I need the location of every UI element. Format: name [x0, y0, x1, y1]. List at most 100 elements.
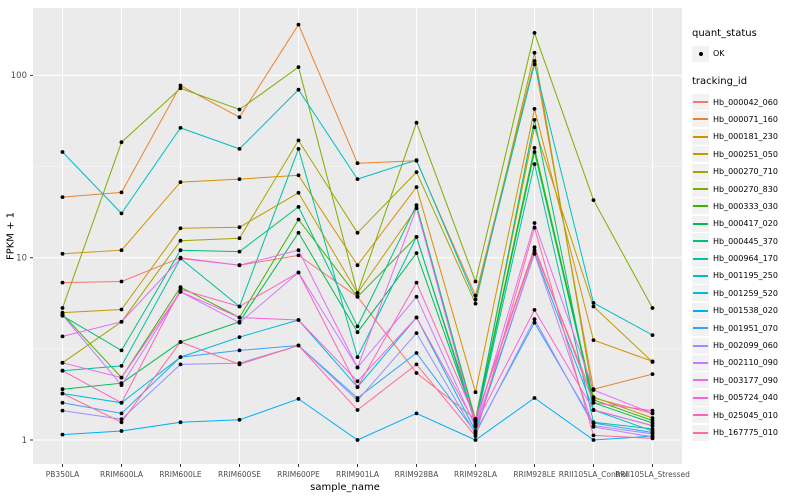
data-point — [414, 120, 419, 125]
data-point — [237, 335, 242, 339]
legend-item: Hb_003177_090 — [692, 372, 800, 389]
legend-line-icon — [692, 128, 709, 145]
data-point — [473, 417, 478, 422]
data-point — [119, 248, 124, 253]
data-point — [591, 198, 596, 203]
data-point — [473, 438, 478, 442]
data-point — [355, 230, 360, 235]
data-point — [178, 86, 183, 91]
data-point — [119, 375, 124, 380]
data-point — [178, 340, 183, 344]
quant-status-legend: quant_status OK — [692, 28, 800, 62]
data-point — [296, 397, 301, 401]
data-point — [414, 170, 419, 175]
data-point — [414, 251, 419, 256]
data-point — [178, 126, 183, 130]
data-point — [650, 411, 655, 416]
data-point — [355, 355, 360, 359]
legend-item: Hb_002110_090 — [692, 354, 800, 371]
x-tick-label: RRII105LA_Stressed — [615, 470, 690, 479]
data-point — [591, 438, 596, 442]
data-point — [532, 146, 537, 150]
legend-item-label: Hb_000042_060 — [713, 97, 778, 107]
data-point — [296, 343, 301, 348]
legend-item-label: Hb_000181_230 — [713, 132, 778, 142]
data-point — [60, 280, 65, 285]
data-point — [296, 138, 301, 143]
data-point — [119, 417, 124, 422]
data-point — [119, 400, 124, 405]
data-point — [532, 118, 537, 122]
legend-item-label: Hb_025045_010 — [713, 410, 778, 420]
data-point — [237, 263, 242, 268]
data-point — [591, 395, 596, 399]
data-point — [355, 398, 360, 403]
data-point — [296, 205, 301, 209]
legend-item-label: Hb_001195_250 — [713, 271, 778, 281]
legend-item-label: OK — [713, 49, 725, 59]
legend-line-icon — [692, 354, 709, 371]
data-point — [355, 438, 360, 442]
data-point — [60, 408, 65, 413]
data-point — [296, 65, 301, 69]
data-point — [650, 333, 655, 337]
data-point — [60, 195, 65, 200]
data-point — [532, 59, 537, 63]
ok-point-icon — [692, 45, 709, 62]
data-point — [591, 408, 596, 412]
data-point — [355, 385, 360, 389]
data-point — [414, 206, 419, 211]
legend: quant_status OK tracking_id Hb_000042_06… — [692, 0, 800, 500]
tracking-id-legend: tracking_id Hb_000042_060 Hb_000071_160 Hb… — [692, 76, 800, 441]
x-tick-label: RRIM600PE — [277, 470, 320, 479]
data-point — [473, 434, 478, 438]
data-point — [355, 330, 360, 335]
data-point — [355, 408, 360, 412]
legend-line-icon — [692, 94, 709, 111]
legend-item-label: Hb_003177_090 — [713, 375, 778, 385]
data-point — [532, 225, 537, 230]
data-point — [178, 287, 183, 292]
data-point — [60, 387, 65, 392]
legend-item-label: Hb_001259_520 — [713, 288, 778, 298]
legend-item-label: Hb_000333_030 — [713, 201, 778, 211]
legend-line-icon — [692, 285, 709, 302]
data-point — [296, 173, 301, 178]
legend-line-icon — [692, 181, 709, 198]
data-point — [355, 161, 360, 166]
data-point — [532, 221, 537, 225]
legend-line-icon — [692, 372, 709, 389]
data-point — [414, 158, 419, 163]
data-point — [296, 248, 301, 253]
legend-item: Hb_000071_160 — [692, 111, 800, 128]
legend-line-icon — [692, 198, 709, 215]
data-point — [237, 417, 242, 422]
x-tick-label: RRIM600SE — [218, 470, 261, 479]
data-point — [296, 87, 301, 92]
legend-item: Hb_000333_030 — [692, 198, 800, 215]
tracking-legend-items: Hb_000042_060 Hb_000071_160 Hb_000181_230 H… — [692, 93, 800, 441]
y-tick-label: 1 — [22, 436, 27, 446]
legend-item-label: Hb_000270_830 — [713, 184, 778, 194]
data-point — [296, 22, 301, 27]
data-point — [591, 433, 596, 438]
data-point — [355, 324, 360, 329]
data-point — [296, 253, 301, 258]
data-point — [119, 140, 124, 145]
data-point — [178, 83, 183, 88]
data-point — [237, 236, 242, 241]
x-tick-label: RRIM928LE — [513, 470, 556, 479]
data-point — [650, 432, 655, 436]
legend-item-label: Hb_000445_370 — [713, 236, 778, 246]
data-point — [414, 294, 419, 299]
legend-item-ok: OK — [692, 45, 800, 62]
legend-item: Hb_000270_830 — [692, 180, 800, 198]
x-tick-label: RRIM928LA — [454, 470, 498, 479]
data-point — [473, 293, 478, 298]
plot-svg: 1 10 100 PB350LA RRIM600LA RRIM600LE RRIM600SE… — [11, 8, 690, 479]
plot-panel: 1 10 100 PB350LA RRIM600LA RRIM600LE RRIM600SE… — [6, 8, 690, 493]
data-point — [591, 398, 596, 402]
legend-item-label: Hb_005724_040 — [713, 393, 778, 403]
data-point — [650, 360, 655, 364]
legend-item-label: Hb_002110_090 — [713, 358, 778, 368]
